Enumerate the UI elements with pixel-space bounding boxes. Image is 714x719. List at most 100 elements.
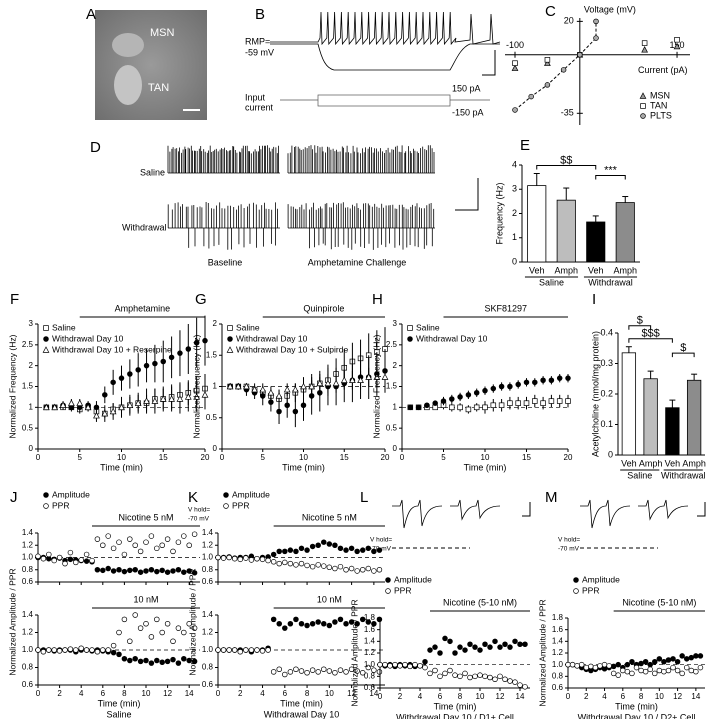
marker	[143, 620, 149, 627]
marker	[332, 565, 338, 572]
marker	[371, 548, 377, 555]
marker	[641, 40, 648, 46]
marker	[237, 556, 244, 563]
marker	[457, 404, 463, 411]
marker	[170, 568, 176, 574]
marker	[276, 666, 282, 672]
legend-marker	[227, 325, 233, 331]
panel-label: E	[520, 137, 530, 154]
marker	[371, 667, 377, 673]
subtitle: Withdrawal Day 10	[264, 709, 340, 719]
marker	[83, 647, 90, 653]
comparison-label: $$	[560, 154, 572, 166]
y-tick-label: 0.8	[364, 671, 376, 680]
subtitle: Withdrawal Day 10 / D2+ Cell	[578, 712, 696, 719]
legend-label: MSN	[650, 90, 670, 100]
y-tick-label: 1.0	[552, 660, 564, 669]
y-tick-label: 0.8	[202, 663, 214, 672]
y-tick-label: 1.4	[552, 636, 564, 645]
marker	[381, 373, 389, 380]
x-tick-label: 4	[418, 692, 423, 701]
marker	[492, 676, 498, 682]
marker	[373, 373, 381, 380]
marker	[170, 638, 176, 644]
panel-label: K	[188, 489, 198, 506]
marker	[304, 562, 310, 569]
marker	[387, 663, 393, 669]
x-tick-label: 10	[325, 689, 334, 698]
marker	[275, 392, 283, 399]
marker	[186, 620, 192, 627]
marker	[268, 399, 274, 405]
marker	[110, 379, 116, 386]
drug-label: Nicotine 5 nM	[118, 512, 173, 522]
legend-label: PPR	[52, 500, 69, 510]
marker	[601, 661, 608, 668]
scale-bar	[697, 502, 706, 517]
y-tick-label: 0	[608, 449, 613, 459]
marker	[51, 647, 57, 653]
marker	[593, 18, 599, 25]
y-tick-label: 1	[512, 232, 517, 242]
marker	[181, 533, 187, 539]
marker	[154, 568, 160, 575]
y-axis-label: Normalized Amplitude / PPR	[7, 568, 17, 675]
marker	[337, 545, 344, 552]
legend-label: TAN	[650, 100, 667, 110]
marker	[282, 625, 288, 631]
y-tick-label: 0.5	[386, 423, 398, 432]
legend-label: Withdrawal Day 10 + Sulpirde	[236, 344, 348, 354]
marker	[467, 674, 473, 681]
marker	[191, 570, 198, 576]
x-axis-label: Current (pA)	[638, 65, 688, 75]
marker	[287, 620, 294, 627]
holding-note: -70 mV	[188, 516, 210, 523]
legend-marker	[640, 113, 646, 119]
marker	[697, 664, 704, 671]
marker	[191, 625, 198, 631]
legend-marker	[407, 336, 413, 342]
marker	[143, 362, 150, 369]
comparison-bracket	[628, 325, 652, 330]
marker	[40, 555, 47, 562]
scale-bar	[522, 502, 531, 517]
marker	[234, 382, 242, 390]
panel-label: I	[592, 291, 596, 308]
marker	[583, 664, 590, 671]
legend-label: Saline	[416, 322, 440, 332]
panel-label: A	[86, 6, 96, 23]
marker	[177, 350, 183, 356]
marker	[670, 656, 676, 662]
marker	[498, 402, 505, 409]
marker	[143, 539, 149, 545]
marker	[300, 382, 307, 390]
bar	[527, 185, 547, 263]
marker	[100, 567, 106, 574]
marker	[181, 569, 187, 575]
marker	[191, 658, 198, 665]
marker	[427, 647, 433, 653]
marker	[365, 565, 372, 572]
drug-label: Nicotine 5 nM	[302, 512, 357, 522]
marker	[215, 647, 221, 653]
y-tick-label: 0.8	[552, 671, 564, 680]
marker	[354, 548, 360, 555]
y-tick-label: 0.8	[22, 663, 34, 672]
marker	[175, 539, 182, 545]
y-tick-label: 1.2	[552, 648, 564, 657]
trace	[309, 228, 433, 250]
marker	[437, 650, 443, 656]
marker	[181, 655, 187, 662]
y-tick-label: 0.8	[22, 565, 34, 574]
marker	[89, 557, 95, 564]
marker	[127, 638, 133, 644]
marker	[220, 555, 227, 561]
y-tick-label: 1.0	[364, 660, 376, 669]
x-tick-label: 8	[122, 689, 127, 698]
x-tick-label: 14	[691, 692, 700, 701]
marker	[137, 569, 144, 575]
marker	[652, 658, 658, 665]
x-tick-label: 12	[347, 689, 356, 698]
current-step	[317, 94, 451, 107]
panel-label: G	[195, 291, 207, 308]
